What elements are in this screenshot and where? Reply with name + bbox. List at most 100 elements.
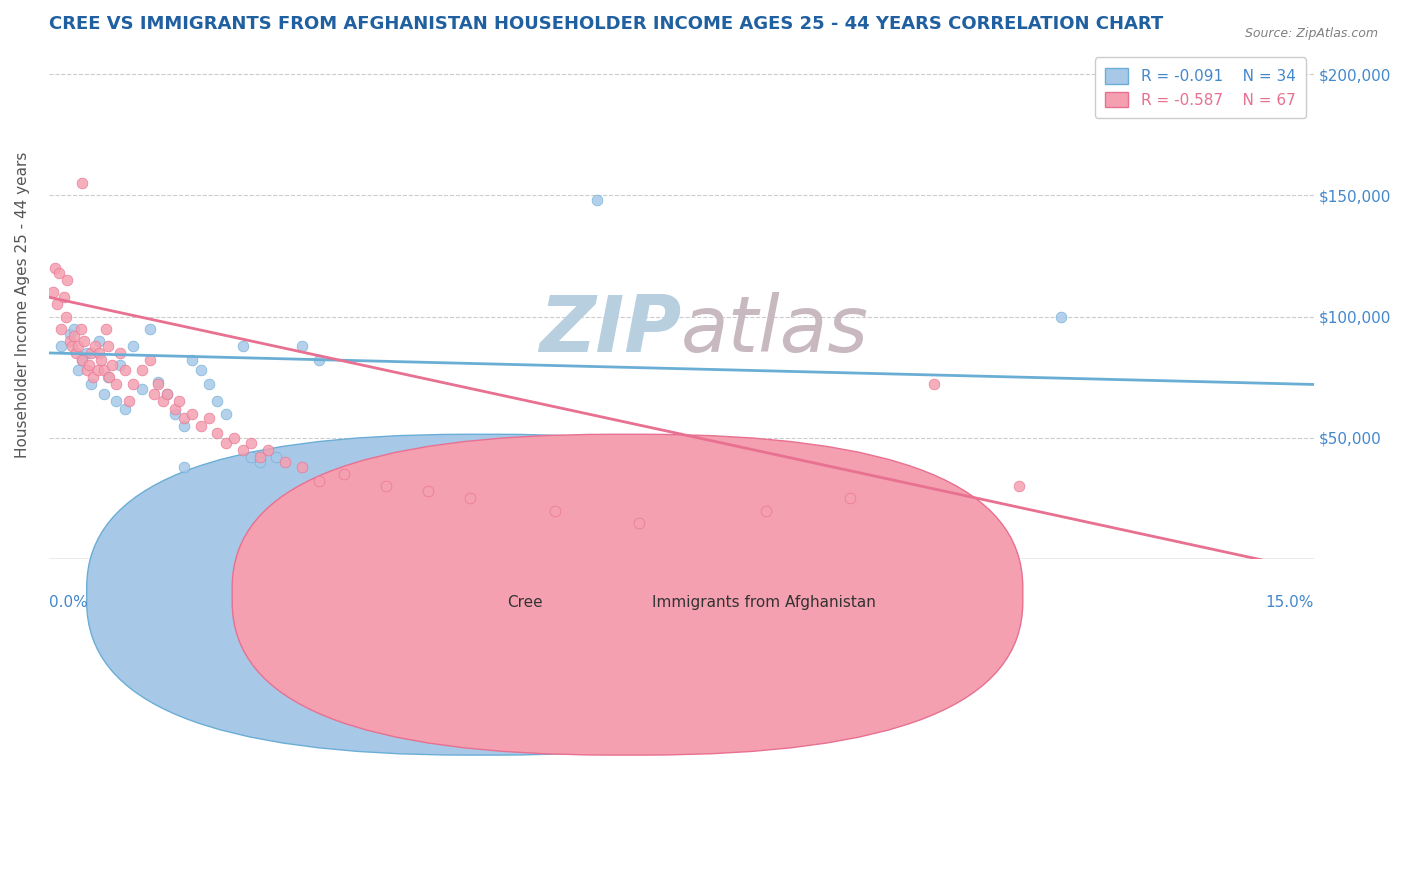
FancyBboxPatch shape: [87, 434, 877, 756]
Point: [249, 455, 271, 469]
Point: [198, 377, 221, 392]
Point: [122, 377, 145, 392]
Point: [173, 459, 195, 474]
Point: [257, 442, 280, 457]
Point: [139, 321, 162, 335]
Point: [165, 407, 187, 421]
Point: [1049, 310, 1071, 324]
Point: [89, 334, 111, 348]
Point: [418, 484, 440, 499]
Point: [63, 321, 86, 335]
Point: [46, 297, 69, 311]
Text: 0.0%: 0.0%: [49, 595, 87, 610]
Point: [190, 418, 212, 433]
Point: [628, 516, 651, 530]
Point: [77, 358, 100, 372]
Point: [249, 450, 271, 465]
Text: Source: ZipAtlas.com: Source: ZipAtlas.com: [1244, 27, 1378, 40]
Point: [232, 442, 254, 457]
Point: [48, 266, 70, 280]
Point: [156, 387, 179, 401]
Point: [169, 394, 191, 409]
Point: [59, 326, 82, 341]
Point: [93, 387, 115, 401]
Point: [143, 387, 166, 401]
Point: [190, 363, 212, 377]
Point: [207, 394, 229, 409]
Point: [72, 353, 94, 368]
Point: [181, 407, 204, 421]
Point: [55, 310, 77, 324]
Point: [90, 353, 112, 368]
Point: [114, 401, 136, 416]
Point: [105, 377, 128, 392]
Point: [67, 363, 90, 377]
Point: [76, 363, 98, 377]
Y-axis label: Householder Income Ages 25 - 44 years: Householder Income Ages 25 - 44 years: [15, 152, 30, 458]
Point: [274, 455, 297, 469]
Point: [51, 321, 73, 335]
Point: [80, 346, 103, 360]
Point: [72, 176, 94, 190]
Point: [65, 346, 87, 360]
Point: [240, 450, 263, 465]
Point: [101, 358, 124, 372]
Point: [922, 377, 945, 392]
Point: [460, 491, 482, 506]
Point: [755, 503, 778, 517]
Point: [181, 353, 204, 368]
Point: [86, 363, 108, 377]
Point: [118, 394, 141, 409]
Point: [240, 435, 263, 450]
Point: [67, 339, 90, 353]
Point: [114, 363, 136, 377]
Point: [97, 339, 120, 353]
Point: [52, 290, 75, 304]
Point: [84, 339, 107, 353]
Text: CREE VS IMMIGRANTS FROM AFGHANISTAN HOUSEHOLDER INCOME AGES 25 - 44 YEARS CORREL: CREE VS IMMIGRANTS FROM AFGHANISTAN HOUS…: [49, 15, 1163, 33]
Point: [224, 431, 246, 445]
Point: [44, 261, 66, 276]
Point: [232, 339, 254, 353]
Point: [59, 334, 82, 348]
Point: [308, 353, 330, 368]
Point: [165, 401, 187, 416]
Point: [207, 425, 229, 440]
Point: [89, 346, 111, 360]
Point: [72, 353, 94, 368]
Point: [291, 459, 314, 474]
Text: Cree: Cree: [506, 595, 543, 610]
Point: [152, 394, 174, 409]
Point: [42, 285, 65, 300]
Text: Immigrants from Afghanistan: Immigrants from Afghanistan: [652, 595, 876, 610]
FancyBboxPatch shape: [232, 434, 1022, 756]
Point: [93, 363, 115, 377]
Point: [97, 370, 120, 384]
Text: 15.0%: 15.0%: [1265, 595, 1313, 610]
Point: [291, 339, 314, 353]
Point: [1007, 479, 1029, 493]
Point: [105, 394, 128, 409]
Point: [156, 387, 179, 401]
Point: [60, 339, 83, 353]
Point: [173, 411, 195, 425]
Point: [838, 491, 860, 506]
Point: [139, 353, 162, 368]
Point: [98, 370, 121, 384]
Point: [148, 377, 170, 392]
Point: [69, 321, 91, 335]
Point: [122, 339, 145, 353]
Point: [215, 407, 238, 421]
Point: [110, 358, 132, 372]
Point: [80, 377, 103, 392]
Point: [198, 411, 221, 425]
Point: [131, 363, 153, 377]
Point: [333, 467, 356, 482]
Point: [73, 334, 96, 348]
Point: [94, 321, 117, 335]
Point: [308, 475, 330, 489]
Legend: R = -0.091    N = 34, R = -0.587    N = 67: R = -0.091 N = 34, R = -0.587 N = 67: [1095, 57, 1306, 119]
Point: [544, 503, 567, 517]
Text: atlas: atlas: [682, 292, 869, 368]
Text: ZIP: ZIP: [538, 292, 682, 368]
